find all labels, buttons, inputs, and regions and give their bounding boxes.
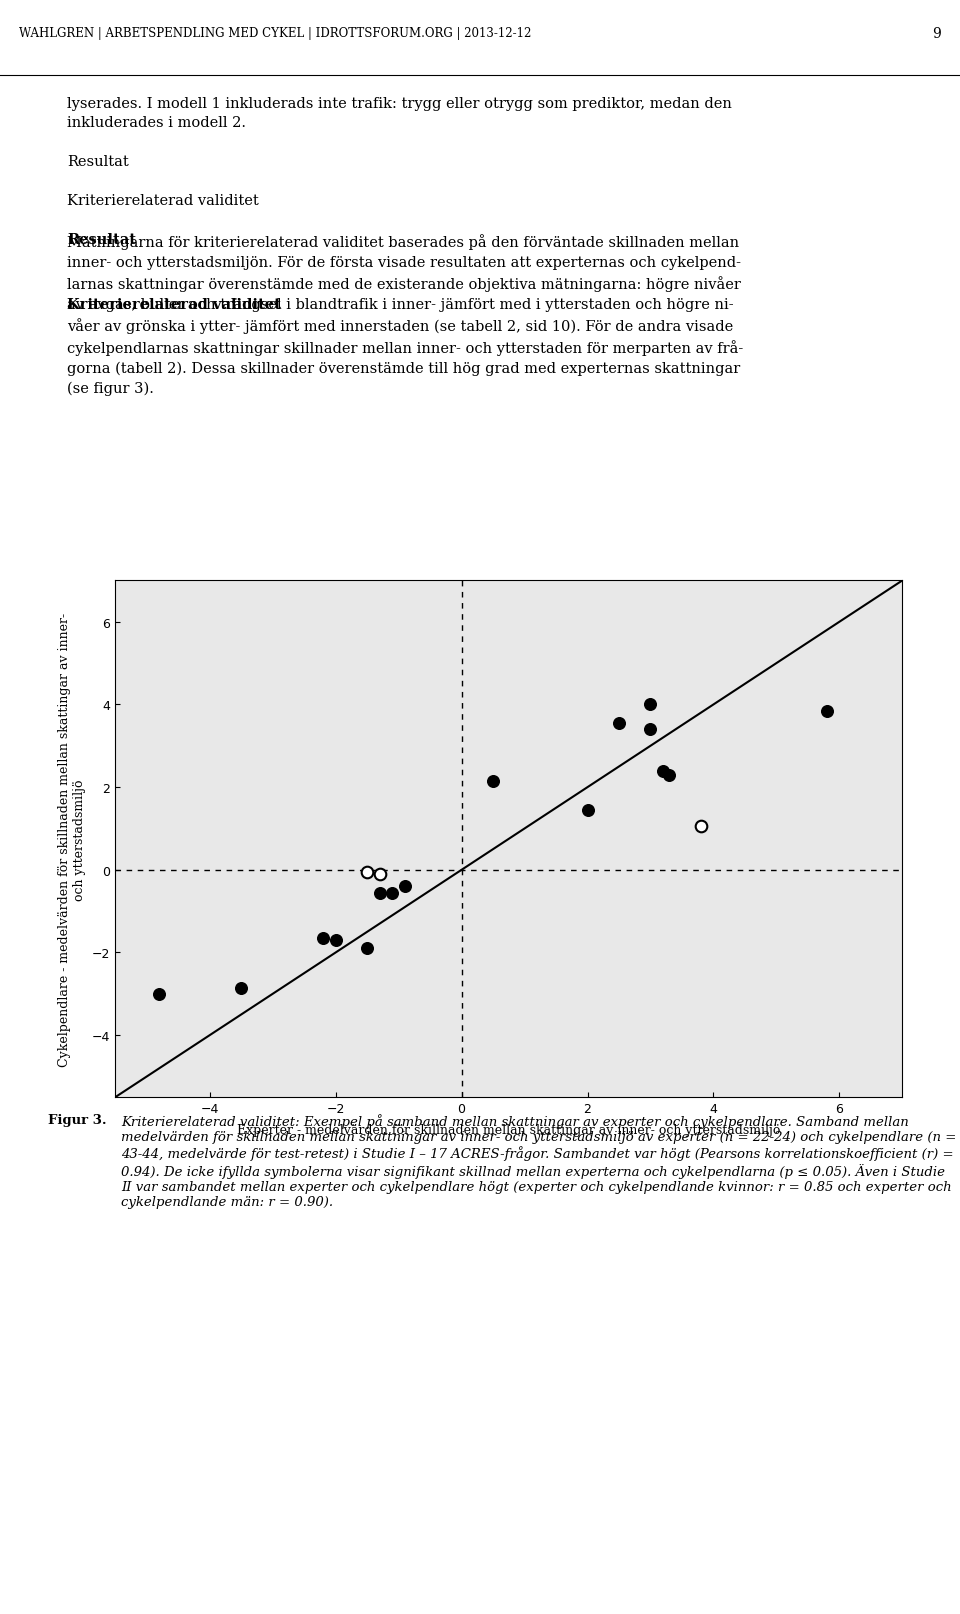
Text: Resultat: Resultat <box>67 232 136 247</box>
Text: lyserades. I modell 1 inkluderads inte trafik: trygg eller otrygg som prediktor,: lyserades. I modell 1 inkluderads inte t… <box>67 97 743 395</box>
Point <box>580 797 595 823</box>
Text: Kriterierelaterad validitet: Exempel på samband mellan skattningar av experter o: Kriterierelaterad validitet: Exempel på … <box>121 1114 957 1209</box>
Point <box>656 759 671 784</box>
Y-axis label: Cykelpendlare - medelvärden för skillnaden mellan skattingar av inner-
och ytter: Cykelpendlare - medelvärden för skillnad… <box>59 612 86 1067</box>
Text: 9: 9 <box>932 27 941 40</box>
Point <box>315 925 330 951</box>
Point <box>693 813 708 839</box>
Point <box>385 880 400 905</box>
Point <box>643 717 659 742</box>
Point <box>397 873 413 899</box>
Point <box>612 710 627 736</box>
Point <box>643 692 659 718</box>
Text: WAHLGREN | ARBETSPENDLING MED CYKEL | IDROTTSFORUM.ORG | 2013-12-12: WAHLGREN | ARBETSPENDLING MED CYKEL | ID… <box>19 27 532 40</box>
Point <box>359 859 374 884</box>
Point <box>372 880 388 905</box>
Point <box>328 928 344 954</box>
Point <box>359 936 374 962</box>
Point <box>661 762 677 788</box>
Point <box>233 975 249 1001</box>
Point <box>486 768 501 794</box>
Text: Kriterierelaterad validitet: Kriterierelaterad validitet <box>67 299 281 312</box>
Point <box>819 699 834 725</box>
X-axis label: Experter - medelvärden för skillnaden mellan skattingar av inner- och ytterstads: Experter - medelvärden för skillnaden me… <box>237 1123 780 1136</box>
Point <box>372 862 388 888</box>
Point <box>152 981 167 1007</box>
Text: Figur 3.: Figur 3. <box>48 1114 111 1127</box>
